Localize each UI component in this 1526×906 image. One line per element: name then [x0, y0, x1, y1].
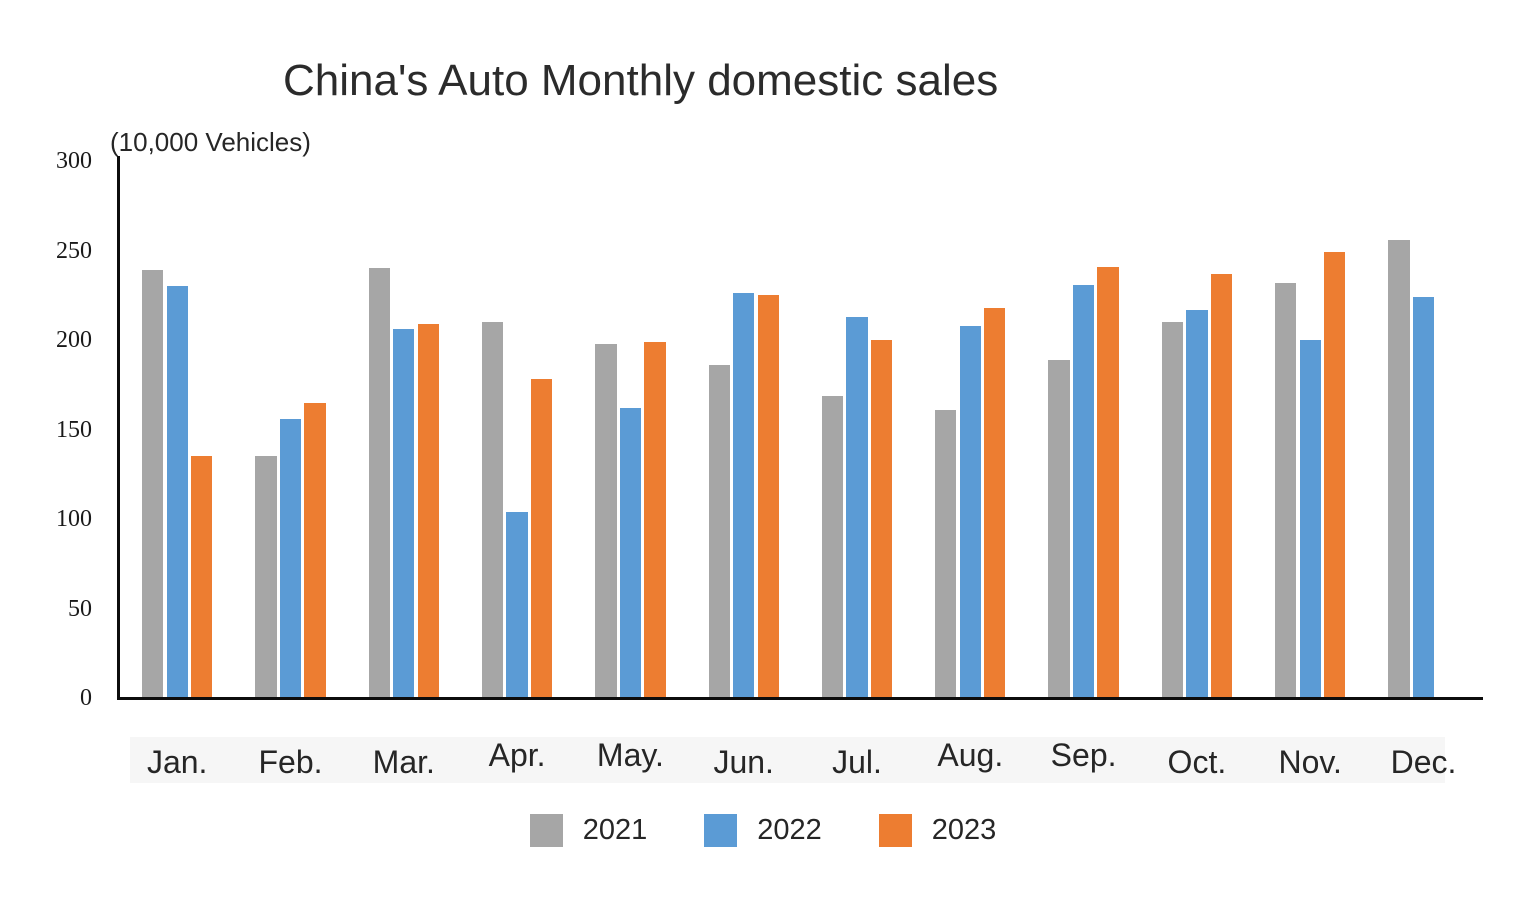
x-axis-label-band — [130, 737, 1445, 783]
bar-2022-may — [619, 408, 642, 698]
legend-swatch-2022 — [704, 813, 738, 847]
bar-2021-aug — [935, 409, 957, 698]
bar-2021-jun — [708, 365, 730, 698]
y-tick-200: 200 — [56, 327, 92, 353]
x-label-may: May. — [596, 737, 664, 773]
legend-label-2023: 2023 — [931, 814, 997, 846]
bar-2021-mar — [368, 268, 390, 698]
x-label-apr: Apr. — [488, 737, 546, 773]
chart-title: China's Auto Monthly domestic sales — [283, 56, 999, 105]
bar-2021-oct — [1161, 322, 1184, 698]
x-label-mar: Mar. — [372, 744, 435, 780]
x-label-feb: Feb. — [258, 744, 323, 780]
y-tick-250: 250 — [56, 237, 92, 264]
plot-area — [118, 161, 1482, 698]
bar-2023-jan — [191, 456, 213, 698]
bar-2022-mar — [393, 329, 415, 698]
unit-label: (10,000 Vehicles) — [110, 127, 311, 157]
bar-2022-sep — [1072, 284, 1095, 698]
legend-item-2021: 2021 — [529, 810, 648, 850]
bar-2022-dec — [1412, 297, 1435, 698]
legend-swatch-2021 — [529, 813, 563, 847]
bar-2021-nov — [1275, 282, 1297, 698]
bar-2023-aug — [984, 307, 1006, 698]
bar-2021-sep — [1048, 359, 1070, 698]
x-label-sep: Sep. — [1050, 737, 1117, 773]
x-label-nov: Nov. — [1278, 744, 1342, 780]
bar-2021-feb — [255, 456, 277, 698]
x-label-aug: Aug. — [937, 737, 1004, 773]
bar-2022-aug — [959, 325, 981, 698]
bar-2023-nov — [1324, 252, 1346, 698]
bar-2021-may — [595, 343, 617, 698]
y-axis-line — [117, 156, 120, 700]
bar-2021-apr — [481, 322, 504, 698]
x-axis-labels: Jan. Feb. Mar. Apr. May. Jun. Jul. Aug. Sep. Oct.… — [118, 737, 1482, 792]
bar-2021-dec — [1388, 239, 1410, 698]
y-tick-0: 0 — [80, 685, 92, 711]
y-axis-labels: 0 50 100 150 200 250 300 — [0, 0, 92, 906]
bar-2023-oct — [1210, 273, 1233, 698]
bar-2021-jul — [821, 395, 844, 698]
legend-item-2022: 2022 — [704, 810, 822, 850]
legend-label-2021: 2021 — [582, 814, 648, 846]
bar-2022-jan — [166, 286, 188, 698]
y-tick-150: 150 — [56, 416, 92, 443]
bar-2023-apr — [530, 379, 553, 698]
y-tick-300: 300 — [56, 148, 92, 174]
bar-2022-nov — [1299, 340, 1321, 698]
bar-2022-oct — [1186, 309, 1208, 698]
x-label-jul: Jul. — [832, 744, 882, 780]
x-label-jun: Jun. — [713, 744, 774, 780]
legend-item-2023: 2023 — [878, 810, 997, 850]
y-tick-100: 100 — [56, 506, 92, 532]
bar-2022-apr — [506, 511, 528, 698]
x-label-jan: Jan. — [146, 744, 208, 780]
bar-2023-jun — [757, 295, 779, 698]
y-tick-50: 50 — [68, 595, 92, 622]
x-label-dec: Dec. — [1390, 744, 1457, 780]
x-label-oct: Oct. — [1167, 744, 1227, 780]
bar-2023-mar — [417, 323, 439, 698]
legend-swatch-2023 — [878, 813, 912, 847]
bar-2022-jun — [733, 293, 755, 698]
bar-2023-feb — [304, 402, 326, 698]
bar-2022-feb — [279, 418, 302, 698]
legend-label-2022: 2022 — [757, 814, 822, 846]
bar-2021-jan — [142, 270, 164, 698]
bar-2023-sep — [1097, 266, 1119, 698]
legend: 2021 2022 2023 — [0, 810, 1526, 850]
bar-2023-jul — [870, 340, 893, 698]
x-axis-line — [117, 697, 1483, 700]
bar-2023-may — [644, 341, 666, 698]
bar-2022-jul — [846, 316, 868, 698]
